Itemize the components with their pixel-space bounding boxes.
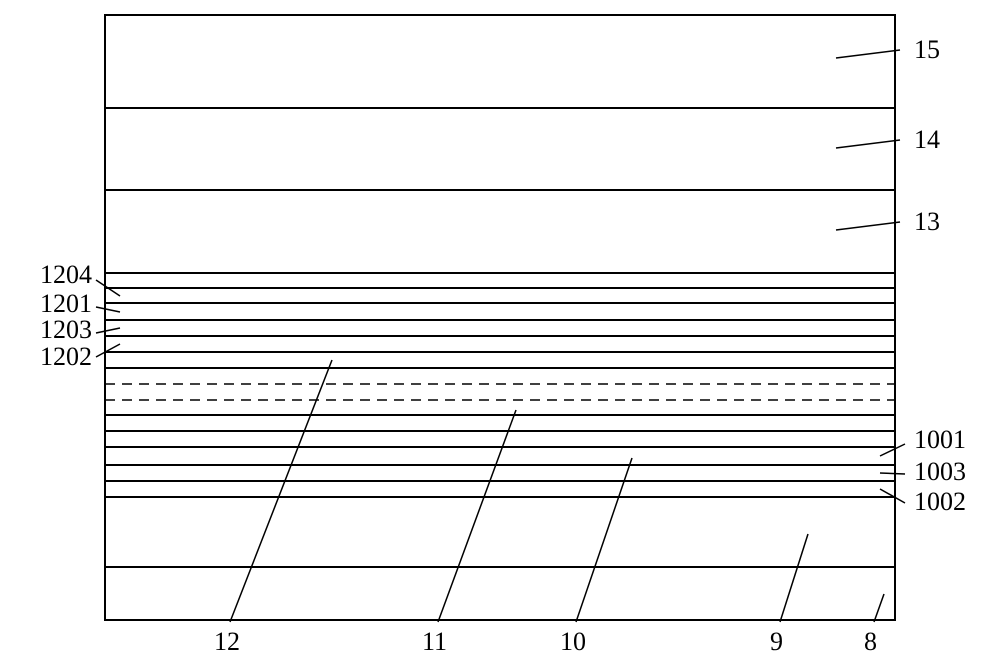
right-label: 1003 (914, 457, 966, 486)
left-label: 1202 (40, 342, 92, 371)
leader-line (780, 534, 808, 622)
leader-line (576, 458, 632, 622)
leader-line (438, 410, 516, 622)
bottom-label: 8 (864, 627, 877, 655)
leader-line (96, 344, 120, 357)
right-label: 13 (914, 207, 940, 236)
leader-line (96, 307, 120, 312)
leader-line (836, 140, 900, 148)
leader-line (836, 50, 900, 58)
leader-line (874, 594, 884, 622)
leader-line (836, 222, 900, 230)
right-label: 1001 (914, 425, 966, 454)
right-label: 15 (914, 35, 940, 64)
leader-line (96, 328, 120, 333)
right-label: 14 (914, 125, 940, 154)
bottom-label: 10 (560, 627, 586, 655)
bottom-label: 11 (422, 627, 447, 655)
right-label: 1002 (914, 487, 966, 516)
left-label: 1204 (40, 260, 92, 289)
leader-line (880, 444, 905, 456)
bottom-label: 12 (214, 627, 240, 655)
bottom-label: 9 (770, 627, 783, 655)
left-label: 1203 (40, 315, 92, 344)
outer-box (105, 15, 895, 620)
left-label: 1201 (40, 289, 92, 318)
leader-line (880, 473, 905, 474)
